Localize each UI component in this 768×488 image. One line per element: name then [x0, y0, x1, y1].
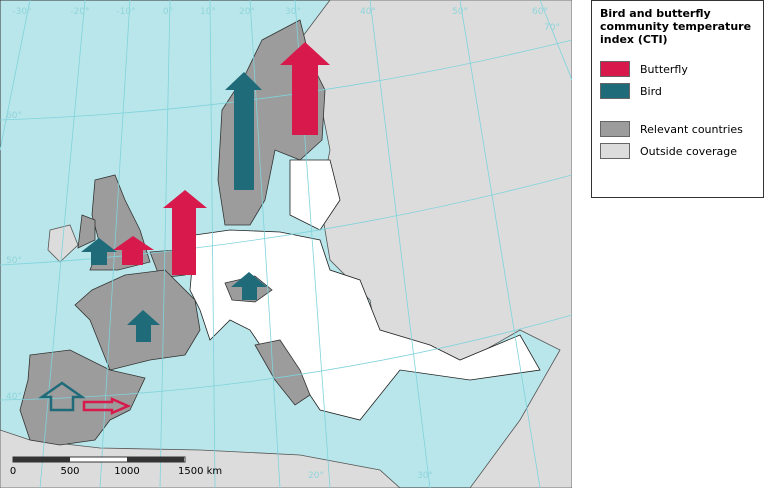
butterfly-arrow-outline	[82, 397, 132, 415]
graticule-label: -10°	[116, 7, 135, 17]
legend-label: Outside coverage	[640, 144, 738, 158]
butterfly-arrow	[163, 190, 207, 275]
map: -30° -20° -10° 0° 10° 20° 30° 40° 50° 60° 70° 60° 50…	[0, 0, 572, 488]
graticule-label: 40°	[360, 7, 376, 17]
other-countries	[189, 159, 541, 421]
graticule-label: 60°	[6, 111, 22, 121]
bird-arrow-outline	[38, 381, 86, 412]
graticule-label: 30°	[285, 7, 301, 17]
scale-bar-segment	[127, 457, 184, 462]
graticule-label: 60°	[532, 7, 548, 17]
graticule-label: 0°	[163, 7, 173, 17]
butterfly-arrow	[113, 236, 154, 265]
arrows	[38, 42, 330, 415]
scale-bar	[12, 456, 186, 463]
bird-arrow	[225, 72, 262, 190]
bird-arrow	[127, 310, 160, 342]
graticule-label: 20°	[239, 7, 255, 17]
graticule-label: -20°	[70, 7, 89, 17]
graticule-label: 10°	[200, 7, 216, 17]
bird-arrow	[231, 272, 267, 300]
legend-label: Relevant countries	[640, 122, 743, 136]
legend-label: Bird	[640, 84, 662, 98]
graticule-label: 40°	[6, 392, 22, 402]
butterfly-arrow	[280, 42, 330, 135]
legend-item: Outside coverage	[600, 140, 755, 162]
legend-swatch	[600, 121, 630, 137]
scale-label: 1000	[114, 466, 139, 477]
graticule-label: 50°	[6, 256, 22, 266]
scale-label: 0	[10, 466, 16, 477]
legend-swatch	[600, 143, 630, 159]
legend-swatch	[600, 61, 630, 77]
graticule-label: 20°	[308, 471, 324, 481]
graticule-label: 50°	[452, 7, 468, 17]
graticule-label: -30°	[12, 7, 31, 17]
outside-coverage	[0, 0, 572, 488]
legend-title: Bird and butterfly community temperature…	[600, 7, 752, 46]
bird-arrow	[81, 238, 117, 265]
legend-swatch	[600, 83, 630, 99]
graticule-label: 70°	[544, 23, 560, 33]
legend-item: Relevant countries	[600, 118, 755, 140]
scale-bar-segment	[13, 457, 70, 462]
legend-label: Butterfly	[640, 62, 688, 76]
legend-item: Butterfly	[600, 58, 755, 80]
graticule-label: 30°	[417, 471, 433, 481]
scale-label: 500	[60, 466, 79, 477]
legend: Bird and butterfly community temperature…	[591, 0, 764, 198]
scale-label: 1500 km	[178, 466, 222, 477]
legend-item: Bird	[600, 80, 755, 102]
